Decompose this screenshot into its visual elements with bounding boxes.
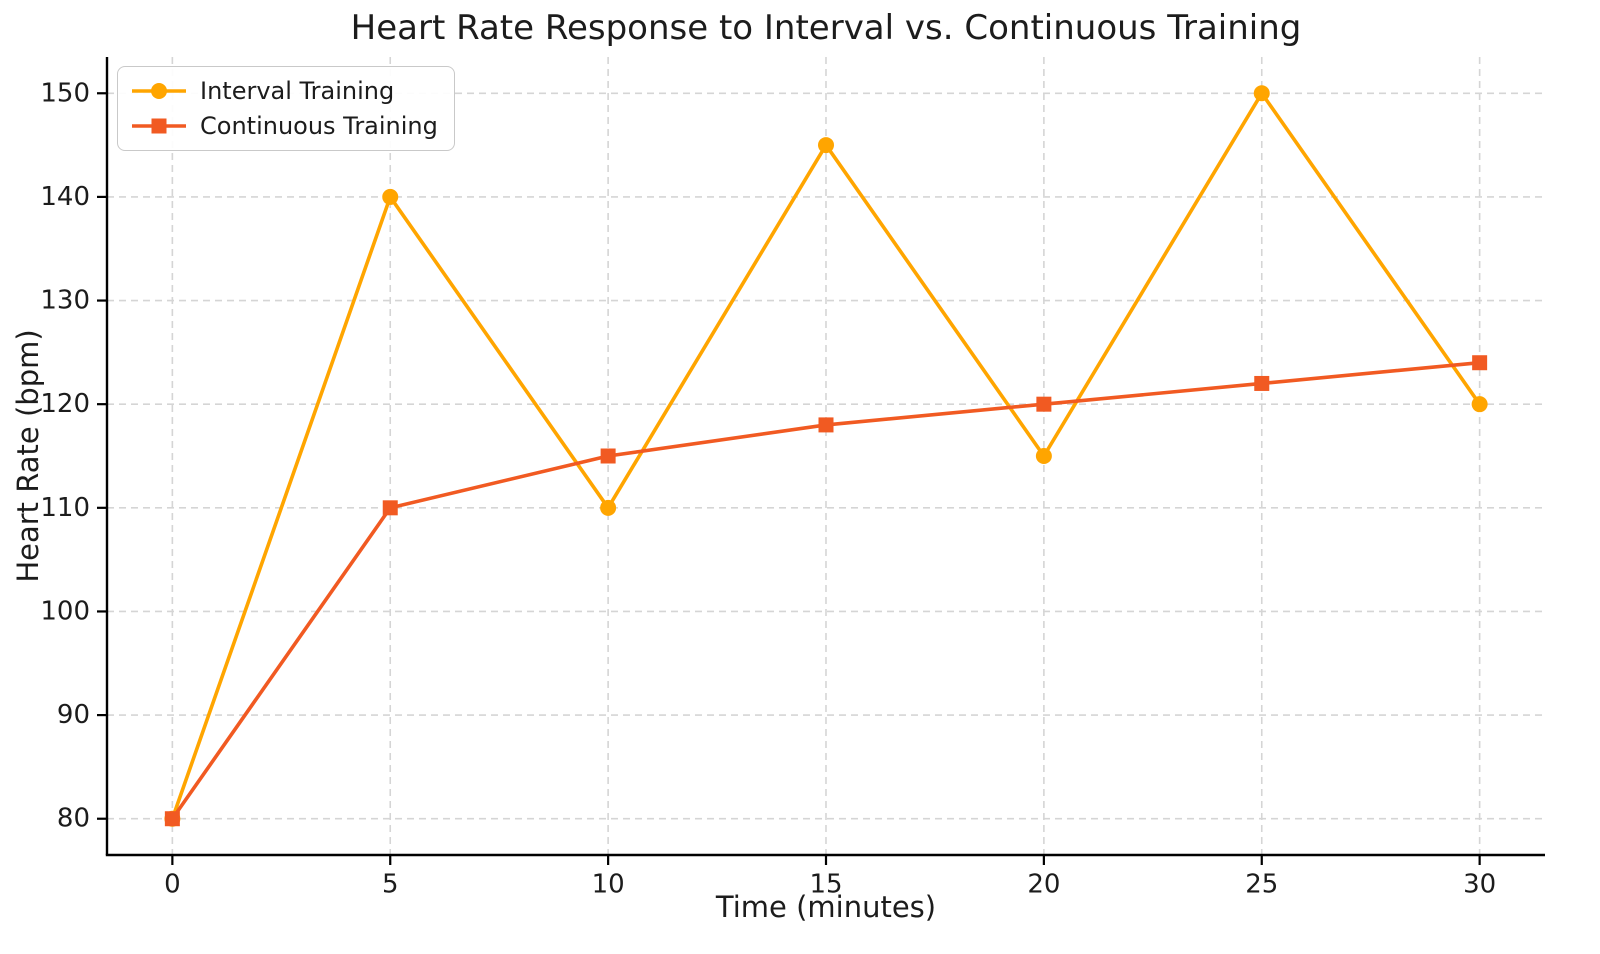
series-0-marker — [1253, 85, 1270, 102]
legend-item-label: Continuous Training — [200, 112, 438, 140]
series-0-marker — [382, 188, 399, 205]
series-1-marker — [1254, 375, 1270, 391]
x-tick-label: 20 — [1027, 869, 1060, 899]
legend-item-label: Interval Training — [200, 77, 395, 105]
y-tick-label: 100 — [40, 596, 90, 626]
legend-item: Interval Training — [130, 76, 438, 106]
x-tick-label: 5 — [382, 869, 399, 899]
series-0-marker — [1035, 448, 1052, 464]
x-tick-label: 30 — [1463, 869, 1496, 899]
y-tick-label: 110 — [40, 493, 90, 523]
x-tick-label: 10 — [592, 869, 625, 899]
series-1-marker — [382, 500, 398, 516]
x-tick-label: 15 — [809, 869, 842, 899]
y-axis-label: Heart Rate (bpm) — [11, 329, 45, 583]
legend-item: Continuous Training — [130, 111, 438, 141]
series-0-marker — [1471, 396, 1488, 413]
chart-title: Heart Rate Response to Interval vs. Cont… — [350, 8, 1302, 48]
y-tick-label: 120 — [40, 389, 90, 419]
y-tick-label: 150 — [40, 78, 90, 108]
series-1-marker — [1036, 396, 1052, 412]
y-tick-label: 80 — [57, 804, 90, 834]
series-1-marker — [600, 448, 616, 464]
series-0-marker — [600, 499, 617, 516]
legend-circle-marker-icon — [132, 83, 186, 99]
series-1-marker — [164, 811, 180, 827]
series-0-marker — [818, 137, 834, 154]
legend: Interval Training Continuous Training — [117, 66, 455, 151]
x-axis-label: Time (minutes) — [715, 890, 937, 924]
x-tick-label: 25 — [1245, 869, 1278, 899]
y-tick-label: 90 — [57, 700, 90, 730]
y-tick-label: 130 — [40, 286, 90, 316]
y-tick-label: 140 — [40, 182, 90, 212]
x-tick-label: 0 — [164, 869, 181, 899]
legend-square-marker-icon — [132, 118, 186, 134]
series-1-marker — [1472, 355, 1488, 371]
series-1-marker — [818, 417, 834, 433]
